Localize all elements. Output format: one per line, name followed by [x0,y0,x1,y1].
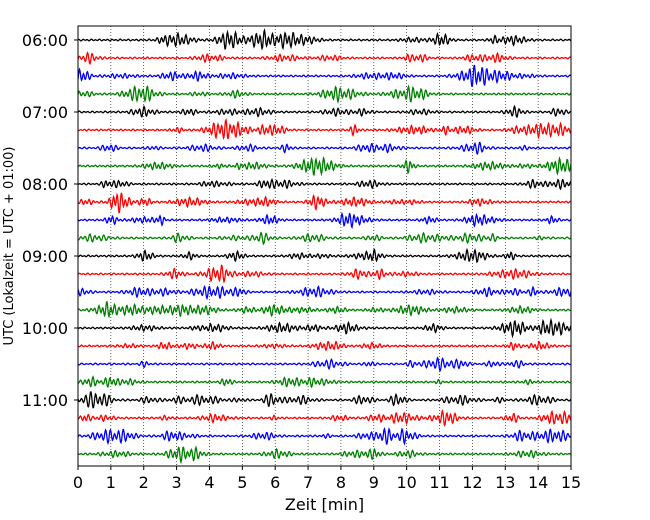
trace-line [77,141,572,155]
trace-line [77,51,572,66]
trace-line [77,27,572,51]
trace-line [77,84,572,104]
trace-line [77,104,572,119]
trace-line [77,391,572,409]
trace-line [77,64,572,87]
y-tick-label: 09:00 [22,247,68,266]
trace-line [77,192,572,214]
trace-line [77,247,572,264]
trace-line [77,264,572,284]
y-tick-label: 06:00 [22,31,68,50]
x-tick-label: 6 [270,473,280,492]
seismic-traces [77,27,572,465]
y-tick-label: 11:00 [22,391,68,410]
x-axis-label: Zeit [min] [285,495,364,514]
trace-line [77,231,572,246]
trace-line [77,211,572,230]
y-axis-label: UTC (Lokalzeit = UTC + 01:00) [2,147,17,346]
trace-line [77,340,572,352]
x-tick-label: 13 [495,473,515,492]
trace-line [77,356,572,373]
x-tick-label: 10 [396,473,416,492]
trace-line [77,284,572,301]
y-axis-ticks: 06:00 07:00 08:00 09:00 10:00 11:00 [22,31,78,410]
trace-line [77,445,572,465]
y-tick-label: 07:00 [22,103,68,122]
trace-line [77,178,572,191]
trace-line [77,300,572,319]
x-tick-label: 11 [429,473,449,492]
trace-line [77,375,572,389]
x-tick-label: 2 [139,473,149,492]
trace-line [77,426,572,446]
x-tick-label: 3 [172,473,182,492]
trace-line [77,409,572,427]
x-tick-label: 12 [462,473,482,492]
x-tick-label: 8 [336,473,346,492]
y-tick-label: 10:00 [22,319,68,338]
y-tick-label: 08:00 [22,175,68,194]
x-axis-ticks: 0 1 2 3 4 5 6 7 8 9 10 11 12 13 14 15 [73,466,581,492]
x-tick-label: 14 [528,473,548,492]
x-tick-label: 9 [369,473,379,492]
x-tick-label: 7 [303,473,313,492]
plot-frame [77,25,572,467]
trace-line [77,155,572,177]
trace-line [77,117,572,140]
grid [110,26,539,466]
x-tick-label: 0 [73,473,83,492]
x-tick-label: 15 [561,473,581,492]
trace-line [77,317,572,339]
x-tick-label: 1 [106,473,116,492]
x-tick-label: 4 [204,473,214,492]
x-tick-label: 5 [237,473,247,492]
